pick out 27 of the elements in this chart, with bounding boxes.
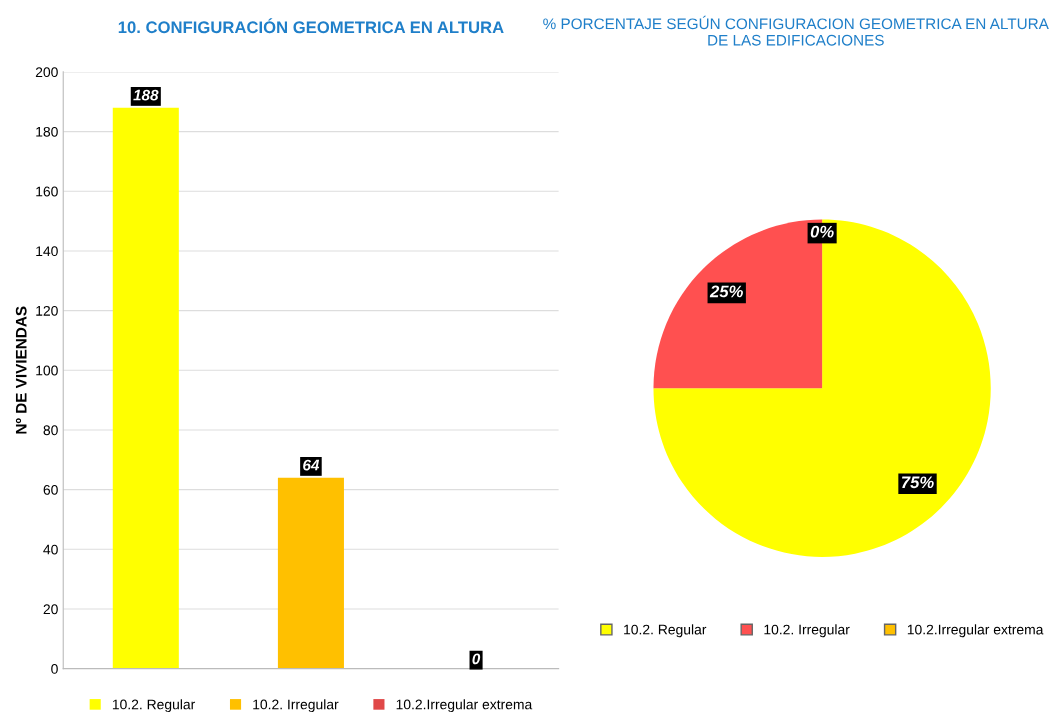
y-tick-label: 120 [36, 305, 58, 316]
legend-label: 10.2. Irregular [253, 699, 339, 713]
data-label: 0 [472, 653, 481, 665]
chart-title: % PORCENTAJE SEGÚN CONFIGURACION GEOMETRICA EN ALTURA DE LAS EDIFICACIONES [543, 15, 1049, 46]
data-label: 75% [902, 476, 934, 489]
y-tick-label: 60 [43, 484, 58, 495]
legend-label: 10.2.Irregular extrema [907, 624, 1044, 638]
y-tick-label: 140 [36, 246, 58, 257]
y-axis-title: Nº DE VIVIENDAS [15, 306, 27, 434]
data-label: 25% [709, 285, 743, 298]
y-tick-label: 0 [51, 664, 58, 674]
data-label: 64 [303, 459, 320, 471]
y-tick-label: 20 [43, 604, 58, 615]
y-tick-label: 40 [43, 544, 58, 555]
pie-slice [653, 219, 991, 557]
legend-label: 10.2.Irregular extrema [396, 699, 533, 713]
legend-label: 10.2. Regular [624, 624, 707, 638]
y-tick-label: 100 [36, 365, 58, 376]
text: 0% [810, 225, 834, 238]
legend-label: 10.2. Regular [112, 699, 196, 713]
y-tick-label: 80 [43, 425, 58, 436]
y-tick-label: 180 [36, 126, 58, 137]
chart-title: 10. CONFIGURACIÓN GEOMETRICA EN ALTURA [118, 18, 504, 34]
data-label: 188 [133, 89, 159, 101]
legend-label: 10.2. Irregular [764, 624, 850, 638]
y-tick-label: 200 [35, 67, 58, 78]
y-tick-label: 160 [36, 186, 58, 197]
